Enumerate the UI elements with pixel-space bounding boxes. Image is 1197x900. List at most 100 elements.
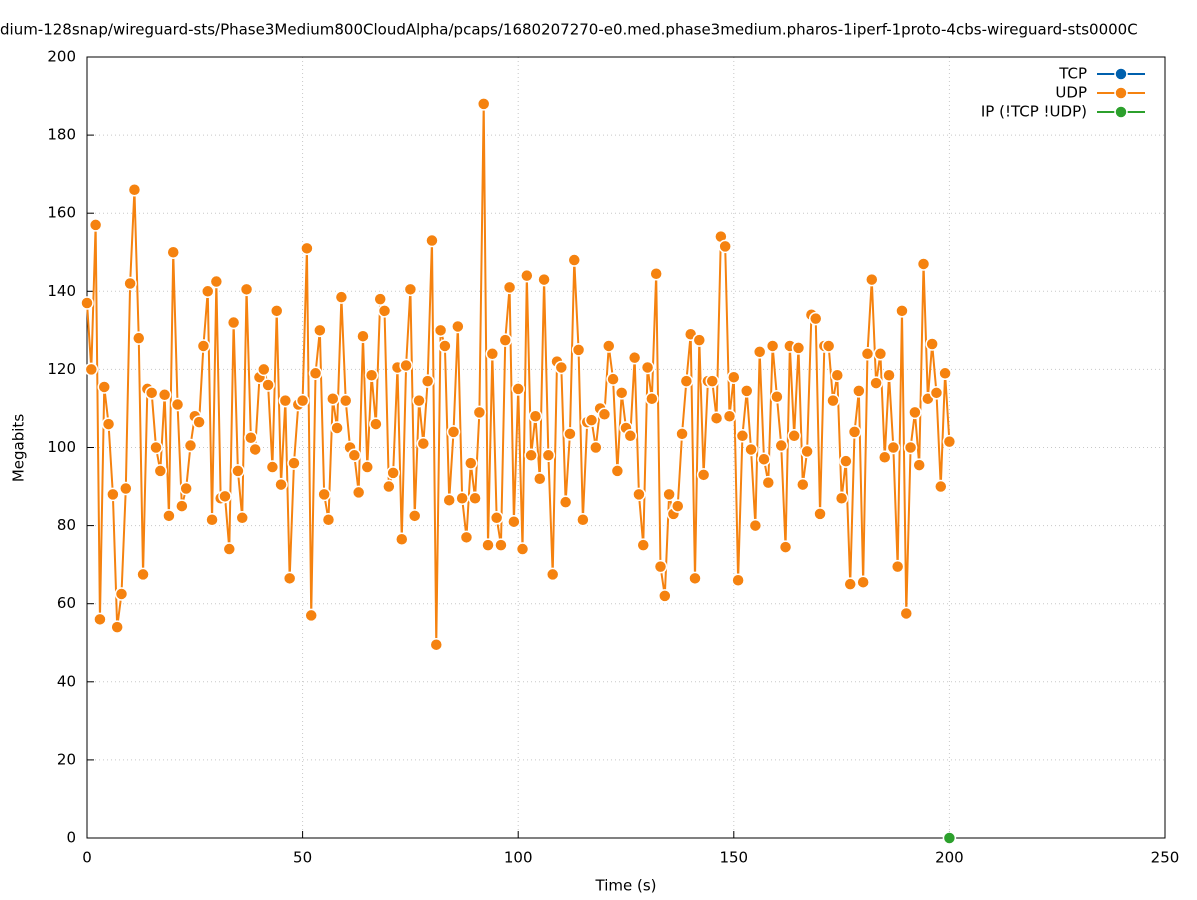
data-point (520, 268, 534, 283)
data-point (942, 434, 957, 449)
data-point (114, 587, 129, 601)
data-point (244, 430, 258, 445)
data-point (235, 511, 249, 525)
data-point (274, 477, 288, 492)
data-point (739, 384, 754, 398)
data-point (127, 183, 142, 197)
y-tick-label: 100 (47, 438, 76, 456)
data-point (813, 507, 827, 521)
data-point (144, 386, 159, 400)
data-point (313, 323, 327, 338)
data-point (528, 409, 543, 424)
data-point (597, 407, 612, 422)
data-point (645, 391, 659, 406)
data-point (119, 481, 133, 496)
data-point (722, 409, 737, 424)
data-point (347, 448, 362, 463)
data-point (912, 458, 926, 472)
y-axis-label: Megabits (10, 414, 28, 482)
data-point (472, 405, 487, 420)
data-point (709, 411, 724, 425)
data-point (796, 477, 810, 492)
y-tick-label: 120 (47, 360, 76, 378)
data-point (752, 345, 767, 359)
data-point (545, 567, 560, 582)
data-point (916, 257, 931, 271)
data-point (688, 571, 702, 586)
data-point (895, 304, 909, 318)
data-point (696, 468, 711, 482)
data-point (511, 382, 525, 396)
data-point (886, 440, 901, 455)
data-point (847, 425, 862, 439)
data-point (567, 253, 582, 267)
data-point (231, 464, 245, 478)
data-point (308, 366, 323, 381)
data-point (265, 460, 280, 474)
data-point (278, 393, 293, 408)
data-point (403, 282, 418, 297)
data-point (541, 448, 556, 463)
data-point (287, 456, 301, 470)
data-point (364, 368, 379, 383)
data-point (649, 266, 663, 281)
data-point (429, 637, 444, 652)
data-point (451, 319, 465, 334)
data-point (524, 448, 538, 463)
data-point (222, 542, 237, 556)
data-point (925, 337, 939, 351)
legend-marker (1114, 86, 1128, 100)
data-point (300, 241, 314, 256)
data-point (106, 487, 120, 502)
x-tick-label: 200 (935, 849, 964, 867)
data-point (123, 276, 137, 291)
data-point (377, 304, 392, 318)
data-point (748, 518, 763, 533)
data-point (136, 567, 150, 582)
data-point (360, 460, 375, 474)
data-point (455, 491, 469, 506)
data-point (602, 339, 616, 353)
x-axis-label: Time (s) (595, 877, 657, 895)
data-point (882, 368, 896, 383)
legend-marker (1114, 105, 1128, 119)
data-point (464, 456, 478, 470)
data-point (395, 532, 409, 547)
data-point (468, 491, 482, 506)
data-point (248, 442, 262, 457)
data-point (502, 280, 517, 295)
data-point (110, 620, 124, 634)
data-point (627, 350, 642, 365)
data-point (373, 292, 387, 306)
data-point (399, 358, 413, 373)
y-tick-label: 180 (47, 126, 76, 144)
data-point (326, 391, 340, 406)
data-point (903, 440, 918, 455)
y-tick-label: 0 (66, 829, 76, 847)
data-point (571, 343, 586, 357)
data-point (412, 393, 426, 408)
data-point (192, 415, 206, 429)
data-point (131, 331, 146, 345)
data-point (869, 376, 883, 390)
data-point (356, 329, 370, 343)
data-point (623, 429, 638, 443)
data-point (93, 612, 107, 627)
y-tick-label: 160 (47, 204, 76, 222)
x-tick-label: 0 (82, 849, 92, 867)
data-point (830, 368, 845, 383)
legend-label: IP (!TCP !UDP) (981, 103, 1087, 121)
data-point (317, 487, 331, 502)
data-point (179, 481, 193, 496)
data-point (554, 360, 569, 375)
y-tick-label: 200 (47, 48, 76, 66)
data-point (162, 509, 176, 523)
data-point (826, 393, 840, 408)
data-point (808, 311, 823, 326)
data-point (425, 233, 439, 248)
data-point (338, 393, 353, 408)
data-point (761, 475, 776, 490)
data-point (942, 831, 957, 845)
data-point (929, 386, 944, 400)
data-point (257, 362, 271, 377)
